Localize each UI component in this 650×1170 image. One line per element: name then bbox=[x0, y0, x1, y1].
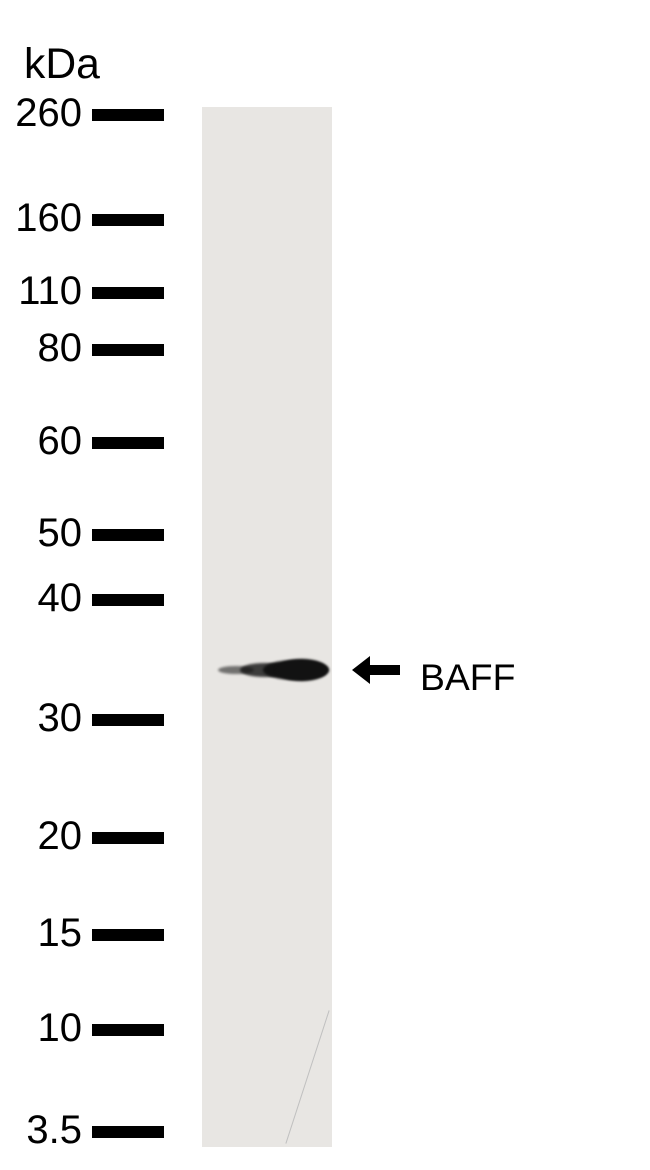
marker-tick bbox=[92, 832, 164, 844]
marker-tick bbox=[92, 529, 164, 541]
marker-tick bbox=[92, 287, 164, 299]
marker-tick bbox=[92, 594, 164, 606]
marker-tick bbox=[92, 344, 164, 356]
marker-label: 60 bbox=[38, 419, 83, 464]
blot-container: kDa 260 160 110 80 60 50 40 30 20 15 10 3.5 BAFF bbox=[0, 0, 650, 1170]
unit-label: kDa bbox=[24, 40, 100, 89]
marker-label: 15 bbox=[38, 911, 83, 956]
marker-tick bbox=[92, 1024, 164, 1036]
marker-tick bbox=[92, 929, 164, 941]
marker-label: 10 bbox=[38, 1006, 83, 1051]
marker-label: 20 bbox=[38, 814, 83, 859]
marker-label: 50 bbox=[38, 511, 83, 556]
arrow-line bbox=[370, 665, 400, 675]
band-label: BAFF bbox=[420, 656, 515, 699]
blot-lane bbox=[202, 107, 332, 1147]
marker-label: 40 bbox=[38, 576, 83, 621]
marker-label: 3.5 bbox=[26, 1108, 82, 1153]
marker-tick bbox=[92, 1126, 164, 1138]
marker-label: 110 bbox=[18, 269, 82, 314]
marker-label: 160 bbox=[15, 196, 82, 241]
arrow-left-icon bbox=[352, 656, 370, 684]
marker-tick bbox=[92, 214, 164, 226]
marker-label: 80 bbox=[38, 326, 83, 371]
marker-label: 260 bbox=[15, 91, 82, 136]
marker-tick bbox=[92, 714, 164, 726]
marker-label: 30 bbox=[38, 696, 83, 741]
protein-band bbox=[218, 659, 328, 681]
lane-artifact bbox=[285, 1010, 329, 1143]
marker-tick bbox=[92, 437, 164, 449]
marker-tick bbox=[92, 109, 164, 121]
